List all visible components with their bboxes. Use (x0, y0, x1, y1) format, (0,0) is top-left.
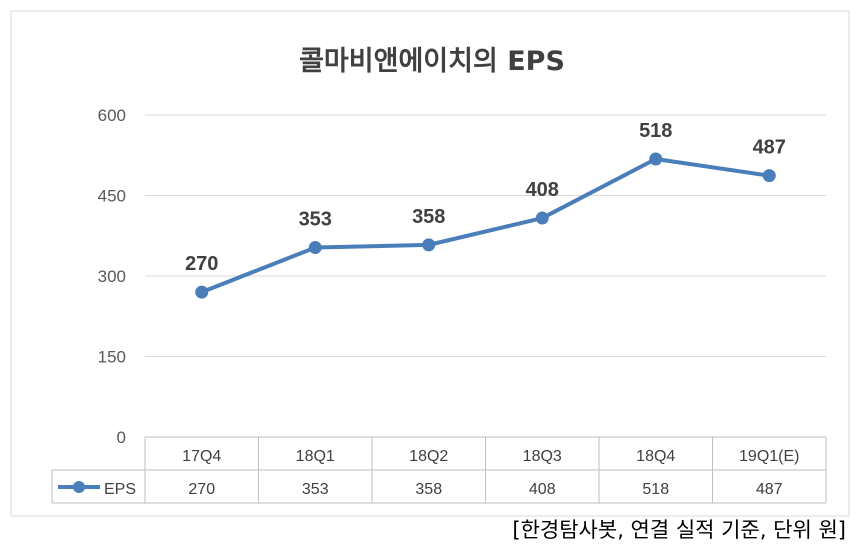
source-note: [한경탐사봇, 연결 실적 기준, 단위 원] (512, 518, 846, 542)
data-label: 518 (639, 120, 672, 142)
data-point (422, 238, 436, 252)
data-point (308, 241, 322, 255)
data-label: 358 (412, 206, 445, 228)
category-label: 18Q1 (296, 448, 335, 465)
data-label: 487 (753, 137, 786, 159)
category-label: 17Q4 (182, 448, 221, 465)
y-tick-label: 150 (98, 348, 126, 367)
category-label: 18Q2 (409, 448, 448, 465)
y-tick-label: 0 (117, 428, 126, 447)
category-label: 18Q4 (636, 448, 675, 465)
gridlines (145, 114, 826, 357)
table-value: 358 (415, 481, 442, 498)
data-label: 408 (526, 179, 559, 201)
y-tick-label: 300 (98, 267, 126, 286)
data-table: 17Q4 18Q1 18Q2 18Q3 18Q4 19Q1(E) 270 353 358 408 5… (51, 436, 827, 504)
data-point (195, 285, 209, 299)
table-value: 518 (642, 481, 669, 498)
legend-label: EPS (104, 481, 136, 498)
data-labels: 270 353 358 408 518 487 (185, 120, 786, 275)
table-value: 487 (756, 481, 783, 498)
table-value: 270 (188, 481, 215, 498)
chart-title: 콜마비앤에이치의 EPS (299, 46, 565, 77)
y-axis-ticks: 0 150 300 450 600 (98, 106, 126, 447)
category-label: 19Q1(E) (739, 448, 799, 465)
data-point (762, 169, 776, 183)
y-tick-label: 450 (98, 187, 126, 206)
y-tick-label: 600 (98, 106, 126, 125)
series-line (201, 157, 770, 294)
category-label: 18Q3 (523, 448, 562, 465)
table-value: 353 (302, 481, 329, 498)
data-label: 270 (185, 253, 218, 275)
chart-frame (10, 10, 850, 517)
legend-marker (73, 481, 85, 493)
table-value: 408 (529, 481, 556, 498)
data-point (649, 152, 663, 166)
series-eps (195, 152, 776, 299)
data-point (535, 211, 549, 225)
data-label: 353 (299, 209, 332, 231)
